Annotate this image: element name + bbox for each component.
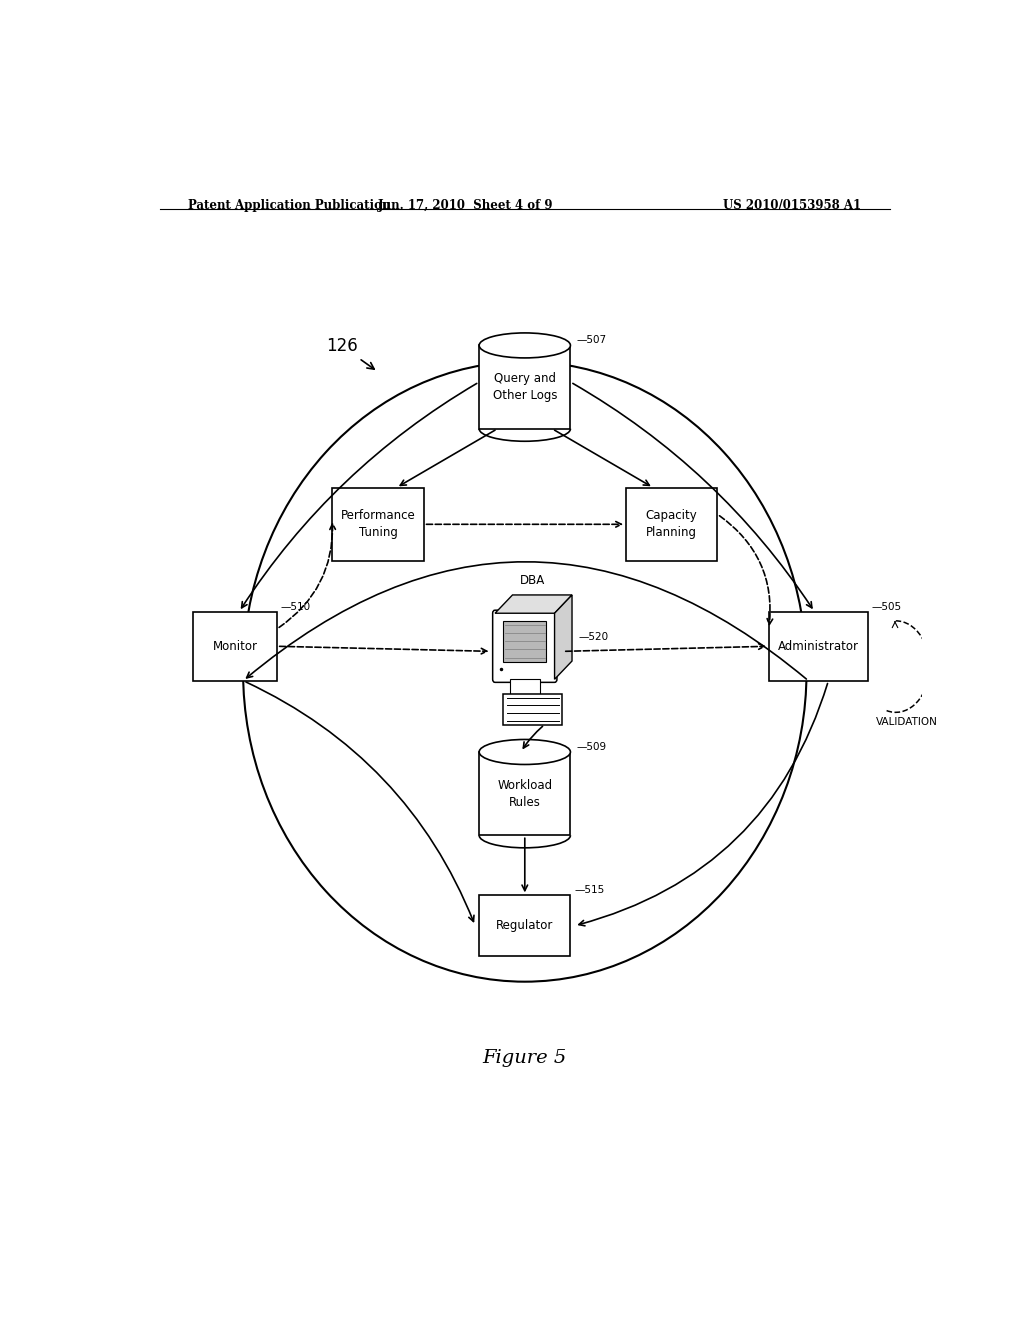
Text: US 2010/0153958 A1: US 2010/0153958 A1 <box>723 199 861 213</box>
Text: Jun. 17, 2010  Sheet 4 of 9: Jun. 17, 2010 Sheet 4 of 9 <box>378 199 553 213</box>
FancyBboxPatch shape <box>503 694 562 725</box>
FancyBboxPatch shape <box>626 487 717 561</box>
Text: 126: 126 <box>327 338 374 370</box>
Text: Regulator: Regulator <box>496 919 554 932</box>
FancyBboxPatch shape <box>479 895 570 956</box>
FancyBboxPatch shape <box>769 611 868 681</box>
Text: Performance
Tuning: Performance Tuning <box>341 510 416 540</box>
Text: Monitor: Monitor <box>213 640 258 653</box>
Text: Capacity
Planning: Capacity Planning <box>646 510 697 540</box>
Bar <box>479 346 570 429</box>
Ellipse shape <box>479 739 570 764</box>
Text: Workload
Rules: Workload Rules <box>498 779 552 809</box>
FancyBboxPatch shape <box>333 487 424 561</box>
Bar <box>510 680 540 693</box>
FancyBboxPatch shape <box>194 611 276 681</box>
FancyBboxPatch shape <box>493 610 557 682</box>
Ellipse shape <box>479 333 570 358</box>
Text: DBA: DBA <box>520 574 546 587</box>
FancyBboxPatch shape <box>504 620 546 661</box>
Text: —515: —515 <box>574 886 604 895</box>
Text: VALIDATION: VALIDATION <box>876 718 938 727</box>
Text: Query and
Other Logs: Query and Other Logs <box>493 372 557 403</box>
Text: Patent Application Publication: Patent Application Publication <box>187 199 390 213</box>
Polygon shape <box>555 595 572 680</box>
Text: Figure 5: Figure 5 <box>482 1049 567 1067</box>
Text: —520: —520 <box>579 632 608 642</box>
Polygon shape <box>495 595 572 614</box>
Text: —510: —510 <box>281 602 311 611</box>
Text: —507: —507 <box>577 335 607 346</box>
Text: —509: —509 <box>577 742 607 752</box>
Text: —505: —505 <box>872 602 902 611</box>
Bar <box>479 752 570 836</box>
Text: Administrator: Administrator <box>778 640 859 653</box>
